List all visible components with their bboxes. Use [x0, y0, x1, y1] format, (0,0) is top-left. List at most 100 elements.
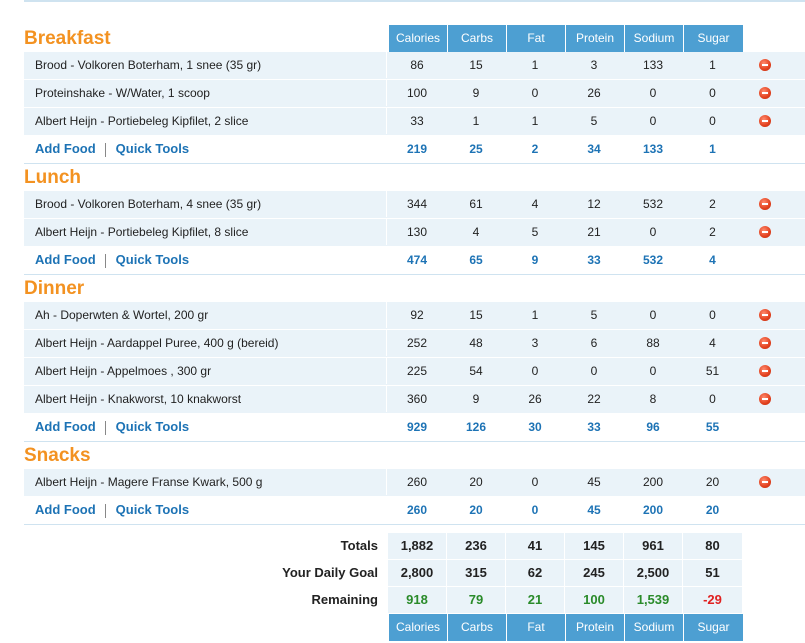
meal-actions-row: Add Food Quick Tools 219 25 2 34 133 1: [24, 136, 805, 164]
remove-icon[interactable]: [759, 59, 771, 71]
quick-tools-link[interactable]: Quick Tools: [115, 141, 190, 156]
entry-sugar: 2: [683, 219, 742, 245]
summary-goal-sodium: 2,500: [624, 560, 682, 587]
meal-header-breakfast: Breakfast Calories Carbs Fat Protein Sodium Su…: [24, 25, 805, 52]
footer-column-headers: Calories Carbs Fat Protein Sodium Sugar: [24, 614, 805, 641]
food-entry-name[interactable]: Albert Heijn - Magere Franse Kwark, 500 …: [24, 469, 387, 495]
remove-icon[interactable]: [759, 115, 771, 127]
meal-total-carbs: 126: [465, 420, 487, 434]
meal-action-links: Add Food Quick Tools: [35, 414, 189, 440]
meal-header-dinner: Dinner: [24, 275, 805, 302]
entry-sugar: 51: [683, 358, 742, 384]
footer-header-sodium: Sodium: [624, 614, 683, 641]
entry-fat: 0: [506, 80, 564, 106]
entry-protein: 5: [565, 108, 623, 134]
food-entry-row[interactable]: Albert Heijn - Appelmoes , 300 gr 225 54 0 0…: [24, 358, 805, 386]
food-entry-row[interactable]: Ah - Doperwten & Wortel, 200 gr 92 15 1 5 0 0: [24, 302, 805, 330]
meal-total-carbs: 65: [469, 253, 483, 267]
entry-calories: 360: [388, 386, 446, 412]
meal-total-protein: 33: [587, 253, 601, 267]
food-entry-name[interactable]: Proteinshake - W/Water, 1 scoop: [24, 80, 387, 106]
food-entry-name[interactable]: Albert Heijn - Portiebeleg Kipfilet, 2 s…: [24, 108, 387, 134]
meal-total-sodium: 96: [646, 420, 660, 434]
summary-remaining-protein: 100: [565, 587, 623, 614]
entry-calories: 252: [388, 330, 446, 356]
remove-column: [743, 302, 805, 328]
meal-action-links: Add Food Quick Tools: [35, 497, 189, 523]
entry-calories: 344: [388, 191, 446, 217]
entry-sodium: 88: [624, 330, 682, 356]
footer-header-sugar: Sugar: [683, 614, 743, 641]
remove-icon[interactable]: [759, 226, 771, 238]
meal-title: Dinner: [24, 278, 85, 299]
meal-actions-row: Add Food Quick Tools 929 126 30 33 96 55: [24, 414, 805, 442]
summary-label-remaining: Remaining: [311, 592, 378, 607]
entry-sugar: 0: [683, 80, 742, 106]
meal-title: Snacks: [24, 445, 91, 466]
entry-sugar: 4: [683, 330, 742, 356]
remove-icon[interactable]: [759, 393, 771, 405]
entry-sodium: 0: [624, 80, 682, 106]
summary-totals-calories: 1,882: [388, 533, 446, 560]
remove-icon[interactable]: [759, 476, 771, 488]
meal-total-fat: 9: [531, 253, 539, 267]
meal-actions-row: Add Food Quick Tools 474 65 9 33 532 4: [24, 247, 805, 275]
food-entry-row[interactable]: Albert Heijn - Aardappel Puree, 400 g (b…: [24, 330, 805, 358]
meal-total-calories: 474: [406, 253, 428, 267]
footer-header-fat: Fat: [506, 614, 565, 641]
quick-tools-link[interactable]: Quick Tools: [115, 502, 190, 517]
add-food-link[interactable]: Add Food: [35, 502, 96, 517]
entry-fat: 0: [506, 469, 564, 495]
add-food-link[interactable]: Add Food: [35, 419, 96, 434]
remove-icon[interactable]: [759, 87, 771, 99]
entry-calories: 225: [388, 358, 446, 384]
food-entry-row[interactable]: Brood - Volkoren Boterham, 1 snee (35 gr…: [24, 52, 805, 80]
entry-calories: 100: [388, 80, 446, 106]
food-entry-row[interactable]: Albert Heijn - Portiebeleg Kipfilet, 2 s…: [24, 108, 805, 136]
column-header-protein: Protein: [565, 25, 624, 52]
column-header-sodium: Sodium: [624, 25, 683, 52]
summary-totals-carbs: 236: [447, 533, 505, 560]
add-food-link[interactable]: Add Food: [35, 141, 96, 156]
food-entry-name[interactable]: Ah - Doperwten & Wortel, 200 gr: [24, 302, 387, 328]
summary-goal-protein: 245: [565, 560, 623, 587]
entry-protein: 22: [565, 386, 623, 412]
entry-protein: 6: [565, 330, 623, 356]
summary-row-remaining: Remaining 918 79 21 100 1,539 -29: [24, 587, 805, 614]
food-entry-name[interactable]: Brood - Volkoren Boterham, 4 snee (35 gr…: [24, 191, 387, 217]
remove-icon[interactable]: [759, 198, 771, 210]
entry-carbs: 15: [447, 52, 505, 78]
food-entry-row[interactable]: Proteinshake - W/Water, 1 scoop 100 9 0 26 0 0: [24, 80, 805, 108]
summary-remaining-calories: 918: [388, 587, 446, 614]
entry-carbs: 61: [447, 191, 505, 217]
entry-fat: 1: [506, 302, 564, 328]
food-entry-name[interactable]: Albert Heijn - Appelmoes , 300 gr: [24, 358, 387, 384]
meal-total-sugar: 55: [705, 420, 720, 434]
food-entry-row[interactable]: Brood - Volkoren Boterham, 4 snee (35 gr…: [24, 191, 805, 219]
remove-icon[interactable]: [759, 309, 771, 321]
remove-icon[interactable]: [759, 365, 771, 377]
summary-goal-carbs: 315: [447, 560, 505, 587]
quick-tools-link[interactable]: Quick Tools: [115, 252, 190, 267]
entry-fat: 26: [506, 386, 564, 412]
food-entry-row[interactable]: Albert Heijn - Magere Franse Kwark, 500 …: [24, 469, 805, 497]
entry-calories: 92: [388, 302, 446, 328]
entry-protein: 26: [565, 80, 623, 106]
quick-tools-link[interactable]: Quick Tools: [115, 419, 190, 434]
food-entry-row[interactable]: Albert Heijn - Knakworst, 10 knakworst 36…: [24, 386, 805, 414]
food-entry-name[interactable]: Albert Heijn - Knakworst, 10 knakworst: [24, 386, 387, 412]
food-entry-name[interactable]: Albert Heijn - Portiebeleg Kipfilet, 8 s…: [24, 219, 387, 245]
remove-icon[interactable]: [759, 337, 771, 349]
meal-actions-row: Add Food Quick Tools 260 20 0 45 200 20: [24, 497, 805, 525]
meal-total-sodium: 532: [642, 253, 664, 267]
top-divider: [24, 0, 805, 2]
entry-carbs: 1: [447, 108, 505, 134]
entry-sugar: 2: [683, 191, 742, 217]
summary-totals-protein: 145: [565, 533, 623, 560]
food-entry-row[interactable]: Albert Heijn - Portiebeleg Kipfilet, 8 s…: [24, 219, 805, 247]
add-food-link[interactable]: Add Food: [35, 252, 96, 267]
daily-totals: Totals 1,882 236 41 145 961 80 Your Daily Goal 2…: [24, 533, 805, 641]
food-entry-name[interactable]: Albert Heijn - Aardappel Puree, 400 g (b…: [24, 330, 387, 356]
column-header-calories: Calories: [388, 25, 447, 52]
food-entry-name[interactable]: Brood - Volkoren Boterham, 1 snee (35 gr…: [24, 52, 387, 78]
